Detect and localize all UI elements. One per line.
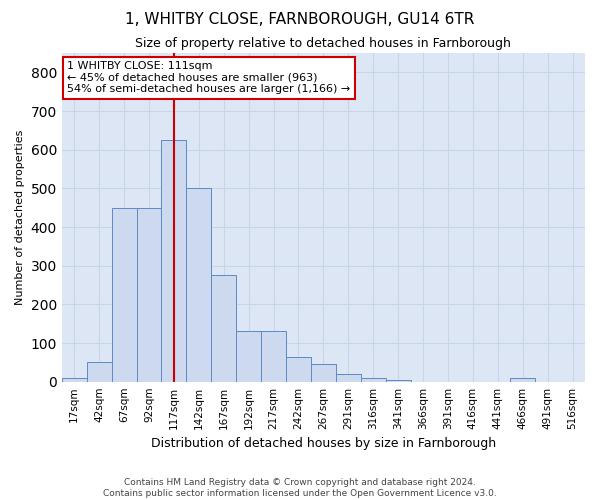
Bar [137,208,161,382]
Bar [87,362,112,382]
Y-axis label: Number of detached properties: Number of detached properties [15,130,25,305]
Bar [510,378,535,382]
Bar [211,276,236,382]
Bar [112,208,137,382]
Text: 1 WHITBY CLOSE: 111sqm
← 45% of detached houses are smaller (963)
54% of semi-de: 1 WHITBY CLOSE: 111sqm ← 45% of detached… [67,62,350,94]
Bar [311,364,336,382]
Bar [187,188,211,382]
Text: Contains HM Land Registry data © Crown copyright and database right 2024.
Contai: Contains HM Land Registry data © Crown c… [103,478,497,498]
X-axis label: Distribution of detached houses by size in Farnborough: Distribution of detached houses by size … [151,437,496,450]
Bar [261,332,286,382]
Bar [62,378,87,382]
Bar [386,380,410,382]
Title: Size of property relative to detached houses in Farnborough: Size of property relative to detached ho… [136,38,511,51]
Text: 1, WHITBY CLOSE, FARNBOROUGH, GU14 6TR: 1, WHITBY CLOSE, FARNBOROUGH, GU14 6TR [125,12,475,28]
Bar [336,374,361,382]
Bar [361,378,386,382]
Bar [161,140,187,382]
Bar [236,332,261,382]
Bar [286,356,311,382]
